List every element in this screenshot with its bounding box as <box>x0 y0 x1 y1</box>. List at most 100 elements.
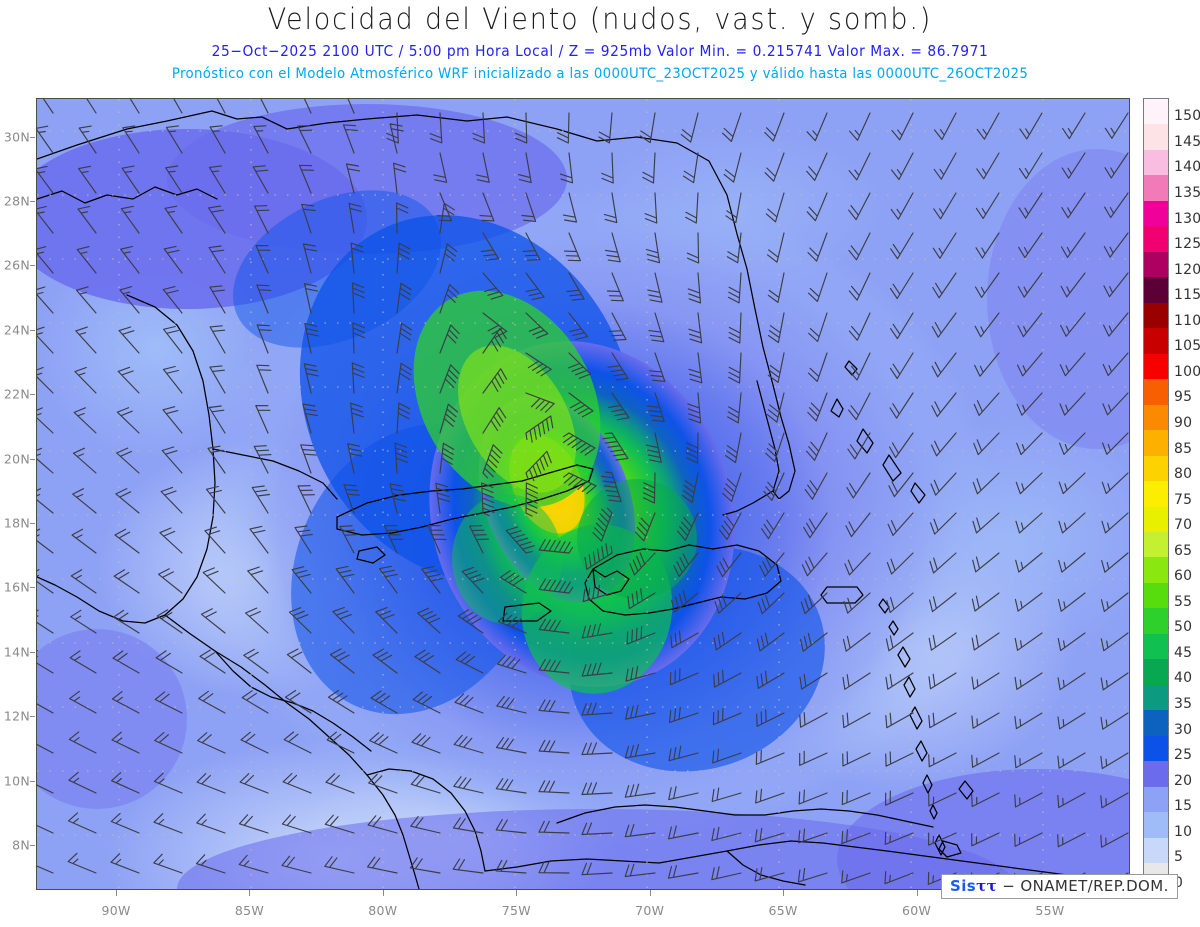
wind-barb <box>116 447 140 474</box>
wind-barb <box>1059 352 1086 377</box>
wind-barb <box>1058 552 1086 573</box>
colorbar-tick-label: 125 <box>1174 236 1200 253</box>
wind-barb <box>1014 832 1043 847</box>
wind-barb <box>525 450 552 482</box>
x-tick-label: 75W <box>501 903 531 918</box>
wind-barb <box>974 272 1000 298</box>
y-tick-mark <box>30 651 35 653</box>
wind-barb <box>933 152 957 180</box>
wind-barb <box>568 392 594 418</box>
wind-barb <box>711 787 742 803</box>
y-tick-label: 8N <box>12 837 30 853</box>
wind-speed-map[interactable] <box>36 98 1130 890</box>
y-tick-mark <box>30 201 35 203</box>
wind-barb <box>629 552 656 576</box>
wind-barb <box>726 232 742 264</box>
wind-barb <box>205 485 226 514</box>
chart-header: Velocidad del Viento (nudos, vast. y som… <box>0 0 1200 92</box>
wind-barb <box>482 272 504 300</box>
wind-barb <box>723 152 742 183</box>
wind-barb <box>351 282 365 314</box>
wind-barb <box>37 286 54 314</box>
colorbar-swatch <box>1144 302 1168 329</box>
wind-barb <box>848 152 871 181</box>
wind-barb <box>162 286 183 314</box>
wind-barb <box>973 432 1000 456</box>
wind-barb <box>627 588 656 610</box>
wind-barb <box>164 205 183 234</box>
wind-barb <box>722 472 742 503</box>
wind-barb <box>755 749 785 765</box>
wind-barb <box>69 650 97 674</box>
wind-barb <box>755 788 785 804</box>
wind-barb <box>453 734 484 754</box>
wind-barb <box>642 472 656 504</box>
wind-barb <box>208 205 226 234</box>
wind-barb <box>68 771 97 794</box>
wind-barb <box>644 192 658 224</box>
wind-barb <box>113 569 140 594</box>
y-tick-label: 28N <box>3 193 30 209</box>
wind-barb <box>37 569 54 594</box>
wind-barb <box>153 772 183 794</box>
wind-barb <box>682 152 699 184</box>
colorbar-swatch <box>1144 735 1168 762</box>
wind-barb <box>37 690 54 714</box>
wind-barb <box>414 649 441 674</box>
wind-barb <box>928 672 957 690</box>
wind-barb <box>304 323 320 354</box>
wind-barb <box>153 853 183 874</box>
x-tick-mark <box>382 890 384 896</box>
wind-barb <box>1057 752 1086 769</box>
wind-barb <box>297 485 315 514</box>
wind-barb <box>538 539 574 554</box>
wind-barb <box>798 789 828 805</box>
logo-prefix: Sis <box>950 877 977 895</box>
wind-barb <box>841 870 871 884</box>
wind-barb <box>241 690 269 714</box>
colorbar-tick-label: 95 <box>1174 389 1193 406</box>
wind-barb <box>117 366 140 394</box>
wind-barb <box>427 524 447 554</box>
colorbar-swatch <box>1144 455 1168 482</box>
wind-barb <box>767 272 785 303</box>
wind-barb <box>767 312 785 344</box>
wind-barb <box>1015 472 1043 495</box>
wind-barb <box>389 123 404 154</box>
wind-barb <box>209 285 226 314</box>
wind-barb <box>77 205 97 234</box>
wind-barb <box>668 825 699 840</box>
wind-barb <box>722 112 742 142</box>
wind-barb <box>352 322 366 354</box>
wind-barb <box>1104 192 1129 219</box>
wind-barb <box>538 618 570 634</box>
wind-barb <box>928 792 957 807</box>
wind-barb <box>469 525 489 554</box>
wind-barb <box>848 392 871 421</box>
wind-barb <box>209 325 226 354</box>
wind-barb <box>849 112 871 141</box>
x-tick-label: 55W <box>1035 903 1065 918</box>
wind-barb <box>1102 432 1129 455</box>
colorbar[interactable] <box>1143 98 1169 890</box>
wind-barb <box>602 432 629 461</box>
wind-barb <box>78 165 97 194</box>
colorbar-tick-label: 50 <box>1174 619 1193 636</box>
wind-barb <box>757 592 785 615</box>
wind-barb <box>889 432 914 459</box>
wind-barb <box>711 826 742 842</box>
wind-barb <box>113 609 140 634</box>
wind-barb <box>761 512 785 540</box>
wind-barb <box>562 192 578 223</box>
wind-barb <box>806 112 828 142</box>
x-tick-mark <box>783 890 785 896</box>
wind-barb <box>764 112 785 142</box>
x-tick-label: 60W <box>901 903 932 918</box>
wind-barb <box>389 483 406 514</box>
wind-barb <box>1014 712 1043 730</box>
wind-barb <box>350 242 364 274</box>
map-canvas <box>37 99 1129 889</box>
wind-barb <box>716 552 742 578</box>
colorbar-tick-label: 100 <box>1174 363 1200 380</box>
wind-barb <box>378 565 398 594</box>
